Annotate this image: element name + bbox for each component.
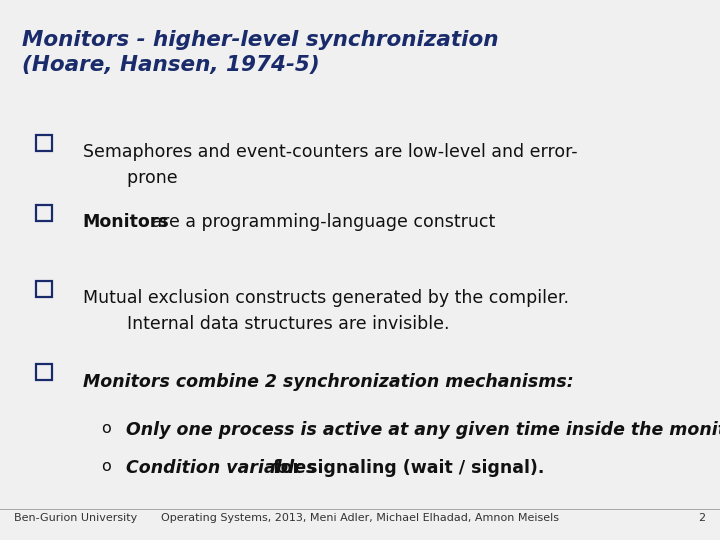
Text: Semaphores and event-counters are low-level and error-
        prone: Semaphores and event-counters are low-le… xyxy=(83,143,577,187)
Text: Condition variables: Condition variables xyxy=(126,459,316,477)
Text: Monitors - higher-level synchronization
(Hoare, Hansen, 1974-5): Monitors - higher-level synchronization … xyxy=(22,30,498,75)
Bar xyxy=(36,135,52,151)
Text: Mutual exclusion constructs generated by the compiler.
        Internal data str: Mutual exclusion constructs generated by… xyxy=(83,289,569,333)
Text: for signaling (wait / signal).: for signaling (wait / signal). xyxy=(267,459,544,477)
Text: Ben-Gurion University: Ben-Gurion University xyxy=(14,513,138,523)
Text: are a programming-language construct: are a programming-language construct xyxy=(146,213,495,231)
Text: Only one process is active at any given time inside the monitor.: Only one process is active at any given … xyxy=(126,421,720,439)
Bar xyxy=(36,280,52,297)
Text: Operating Systems, 2013, Meni Adler, Michael Elhadad, Amnon Meisels: Operating Systems, 2013, Meni Adler, Mic… xyxy=(161,513,559,523)
Text: Monitors combine 2 synchronization mechanisms:: Monitors combine 2 synchronization mecha… xyxy=(83,373,574,390)
Text: o: o xyxy=(101,459,111,474)
Bar xyxy=(36,205,52,221)
Text: o: o xyxy=(101,421,111,436)
Bar xyxy=(36,364,52,380)
Text: 2: 2 xyxy=(698,513,706,523)
Text: Monitors: Monitors xyxy=(83,213,169,231)
